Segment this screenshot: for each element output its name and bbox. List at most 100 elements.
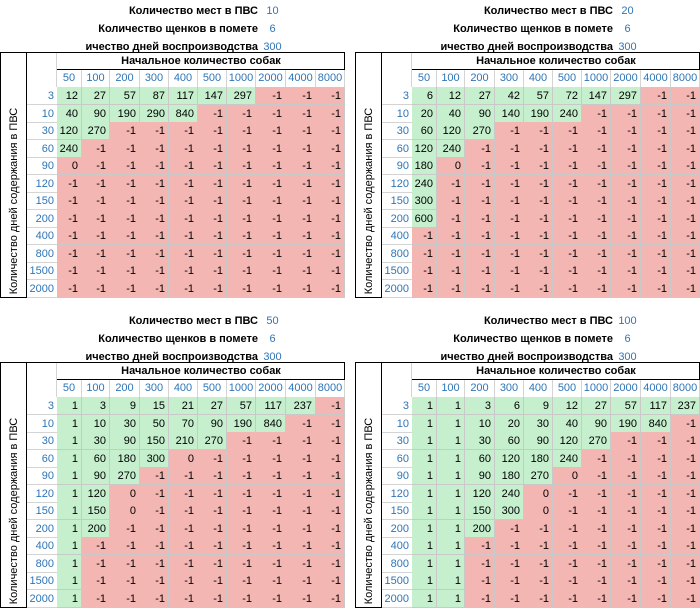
data-cell[interactable]: -1: [495, 279, 524, 298]
data-cell[interactable]: 10: [82, 414, 110, 433]
data-cell[interactable]: -1: [256, 554, 286, 573]
data-cell[interactable]: -1: [198, 519, 227, 538]
data-cell[interactable]: 90: [82, 104, 110, 123]
column-header[interactable]: 4000: [286, 70, 316, 87]
data-cell[interactable]: 1: [412, 432, 437, 450]
data-cell[interactable]: -1: [553, 572, 582, 590]
column-header[interactable]: 100: [82, 70, 110, 87]
column-header[interactable]: 400: [169, 70, 198, 87]
data-cell[interactable]: 60: [82, 449, 110, 468]
data-cell[interactable]: -1: [82, 537, 110, 555]
data-cell[interactable]: -1: [641, 227, 671, 245]
data-cell[interactable]: 1: [437, 554, 465, 573]
data-cell[interactable]: -1: [316, 537, 345, 555]
data-cell[interactable]: -1: [316, 519, 345, 538]
data-cell[interactable]: -1: [140, 122, 169, 140]
data-cell[interactable]: -1: [227, 209, 256, 228]
row-header[interactable]: 30: [382, 432, 412, 450]
data-cell[interactable]: -1: [140, 502, 169, 520]
column-header[interactable]: 300: [495, 380, 524, 397]
data-cell[interactable]: -1: [641, 432, 671, 450]
data-cell[interactable]: -1: [82, 554, 110, 573]
data-cell[interactable]: 1: [412, 397, 437, 415]
data-cell[interactable]: -1: [495, 227, 524, 245]
data-cell[interactable]: 1: [437, 589, 465, 608]
data-cell[interactable]: -1: [316, 572, 345, 590]
column-header[interactable]: 2000: [611, 380, 641, 397]
data-cell[interactable]: -1: [140, 467, 169, 485]
data-cell[interactable]: -1: [169, 519, 198, 538]
data-cell[interactable]: -1: [82, 227, 110, 245]
data-cell[interactable]: -1: [316, 484, 345, 503]
data-cell[interactable]: -1: [465, 537, 495, 555]
data-cell[interactable]: -1: [256, 104, 286, 123]
data-cell[interactable]: -1: [553, 192, 582, 210]
data-cell[interactable]: -1: [316, 174, 345, 193]
data-cell[interactable]: -1: [495, 572, 524, 590]
data-cell[interactable]: -1: [524, 572, 553, 590]
data-cell[interactable]: -1: [110, 244, 140, 263]
data-cell[interactable]: 90: [465, 467, 495, 485]
data-cell[interactable]: -1: [227, 139, 256, 158]
data-cell[interactable]: -1: [611, 467, 641, 485]
data-cell[interactable]: -1: [671, 174, 700, 193]
data-cell[interactable]: -1: [57, 262, 82, 280]
data-cell[interactable]: -1: [169, 174, 198, 193]
days-param-value[interactable]: 300: [618, 351, 637, 363]
row-header[interactable]: 90: [27, 467, 57, 485]
data-cell[interactable]: -1: [286, 122, 316, 140]
column-header[interactable]: 100: [82, 380, 110, 397]
data-cell[interactable]: 1: [412, 572, 437, 590]
data-cell[interactable]: -1: [582, 484, 611, 503]
data-cell[interactable]: 237: [286, 397, 316, 415]
data-cell[interactable]: -1: [495, 209, 524, 228]
data-cell[interactable]: -1: [169, 227, 198, 245]
data-cell[interactable]: -1: [465, 244, 495, 263]
data-cell[interactable]: 1: [412, 502, 437, 520]
data-cell[interactable]: 10: [465, 414, 495, 433]
data-cell[interactable]: 240: [553, 104, 582, 123]
data-cell[interactable]: 30: [82, 432, 110, 450]
data-cell[interactable]: -1: [524, 122, 553, 140]
data-cell[interactable]: -1: [437, 244, 465, 263]
column-header[interactable]: 8000: [316, 380, 345, 397]
data-cell[interactable]: -1: [57, 244, 82, 263]
data-cell[interactable]: 1: [57, 589, 82, 608]
data-cell[interactable]: 120: [495, 449, 524, 468]
data-cell[interactable]: -1: [671, 244, 700, 263]
data-cell[interactable]: -1: [316, 414, 345, 433]
row-header[interactable]: 10: [27, 415, 57, 433]
data-cell[interactable]: -1: [641, 484, 671, 503]
data-cell[interactable]: -1: [57, 209, 82, 228]
data-cell[interactable]: -1: [412, 279, 437, 298]
data-cell[interactable]: -1: [227, 467, 256, 485]
data-cell[interactable]: -1: [256, 519, 286, 538]
data-cell[interactable]: -1: [286, 104, 316, 123]
data-cell[interactable]: 0: [553, 467, 582, 485]
row-header[interactable]: 400: [27, 537, 57, 555]
data-cell[interactable]: -1: [227, 572, 256, 590]
data-cell[interactable]: 27: [465, 87, 495, 105]
data-cell[interactable]: -1: [110, 554, 140, 573]
data-cell[interactable]: 270: [82, 122, 110, 140]
data-cell[interactable]: -1: [286, 87, 316, 105]
data-cell[interactable]: 1: [437, 484, 465, 503]
data-cell[interactable]: -1: [82, 192, 110, 210]
row-header[interactable]: 800: [27, 555, 57, 573]
days-param-value[interactable]: 300: [263, 41, 282, 53]
data-cell[interactable]: -1: [611, 139, 641, 158]
data-cell[interactable]: 150: [82, 502, 110, 520]
data-cell[interactable]: -1: [524, 537, 553, 555]
data-cell[interactable]: -1: [256, 87, 286, 105]
data-cell[interactable]: -1: [198, 537, 227, 555]
row-header[interactable]: 800: [27, 245, 57, 263]
data-cell[interactable]: -1: [641, 244, 671, 263]
row-header[interactable]: 1500: [27, 262, 57, 280]
data-cell[interactable]: -1: [582, 502, 611, 520]
row-header[interactable]: 120: [27, 485, 57, 503]
data-cell[interactable]: -1: [671, 414, 700, 433]
data-cell[interactable]: -1: [227, 279, 256, 298]
data-cell[interactable]: -1: [82, 174, 110, 193]
row-header[interactable]: 200: [382, 210, 412, 228]
data-cell[interactable]: -1: [582, 227, 611, 245]
